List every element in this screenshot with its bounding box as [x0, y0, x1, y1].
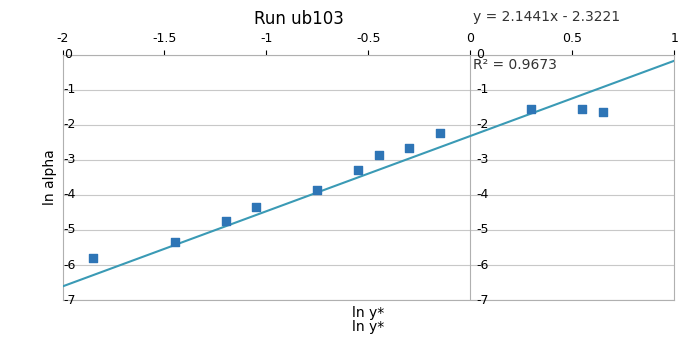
Text: Run ub103: Run ub103 [254, 10, 344, 28]
Text: -4: -4 [64, 188, 76, 201]
Point [577, 106, 588, 112]
Text: -7: -7 [476, 294, 489, 307]
Text: 0: 0 [64, 48, 72, 61]
Text: -3: -3 [64, 153, 76, 166]
Point [434, 131, 445, 136]
Text: -1: -1 [476, 83, 489, 96]
Point [88, 255, 99, 261]
Text: y = 2.1441x - 2.3221: y = 2.1441x - 2.3221 [473, 10, 620, 24]
Text: -2: -2 [64, 118, 76, 131]
Point [251, 204, 262, 210]
Point [526, 106, 537, 112]
Point [312, 187, 323, 192]
Text: -7: -7 [64, 294, 76, 307]
Text: -4: -4 [476, 188, 489, 201]
Text: ln y*: ln y* [352, 320, 384, 334]
Text: -1: -1 [64, 83, 76, 96]
Text: -6: -6 [64, 258, 76, 271]
Point [169, 239, 180, 245]
X-axis label: ln y*: ln y* [352, 306, 384, 320]
Text: -5: -5 [64, 223, 76, 236]
Point [373, 152, 384, 157]
Y-axis label: ln alpha: ln alpha [43, 149, 57, 205]
Point [597, 110, 608, 115]
Text: 0: 0 [476, 48, 484, 61]
Text: -6: -6 [476, 258, 489, 271]
Text: -3: -3 [476, 153, 489, 166]
Point [220, 219, 231, 224]
Text: -5: -5 [476, 223, 489, 236]
Point [404, 145, 415, 150]
Point [352, 167, 363, 173]
Text: -2: -2 [476, 118, 489, 131]
Text: R² = 0.9673: R² = 0.9673 [473, 58, 557, 72]
